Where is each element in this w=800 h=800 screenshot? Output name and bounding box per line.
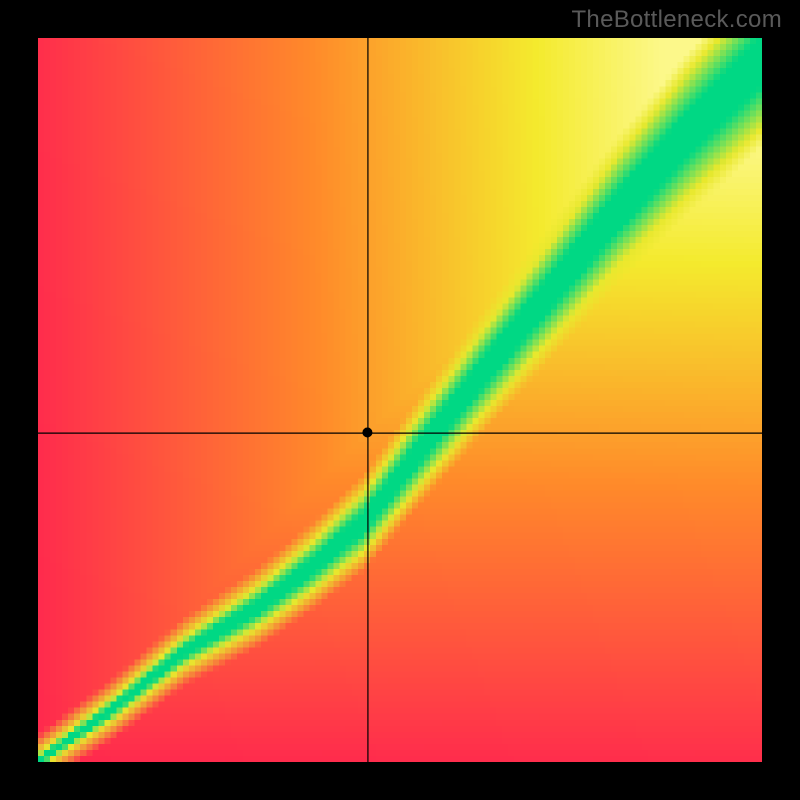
bottleneck-heatmap <box>38 38 762 762</box>
crosshair-overlay <box>38 38 762 762</box>
watermark-text: TheBottleneck.com <box>571 6 782 34</box>
chart-frame: TheBottleneck.com <box>0 0 800 800</box>
